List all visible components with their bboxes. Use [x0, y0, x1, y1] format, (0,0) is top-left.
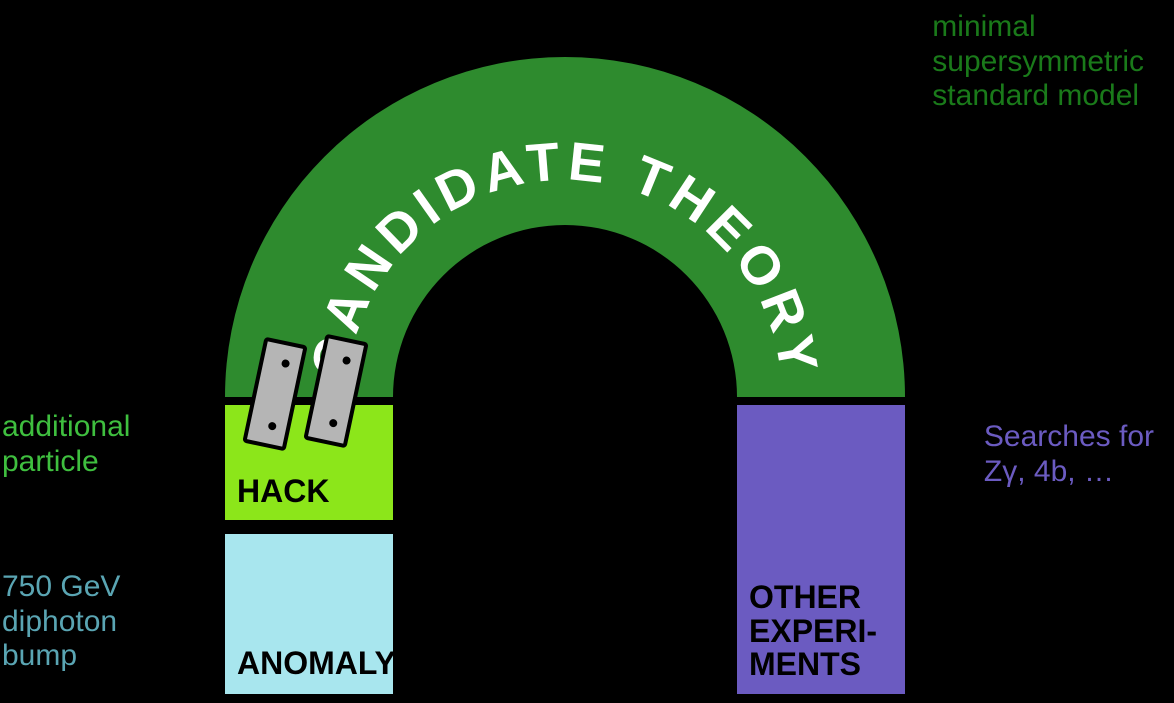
annotation-mssm: minimal supersymmetric standard model	[932, 10, 1144, 114]
annotation-searches: Searches for Zγ, 4b, …	[984, 420, 1154, 489]
diagram-stage: CANDIDATE THEORY HACK ANOMALY OTHER EXPE…	[0, 0, 1174, 703]
rivet-icon	[342, 356, 351, 365]
rivet-icon	[281, 359, 290, 368]
hack-label: HACK	[237, 473, 329, 510]
anomaly-block: ANOMALY	[225, 534, 393, 694]
annotation-diphoton: 750 GeV diphoton bump	[2, 570, 120, 674]
rivet-icon	[268, 421, 277, 430]
anomaly-label: ANOMALY	[237, 645, 396, 682]
annotation-additional-particle: additional particle	[2, 410, 130, 479]
other-experiments-block: OTHER EXPERI- MENTS	[737, 405, 905, 694]
rivet-icon	[329, 418, 338, 427]
other-experiments-label: OTHER EXPERI- MENTS	[749, 581, 877, 682]
